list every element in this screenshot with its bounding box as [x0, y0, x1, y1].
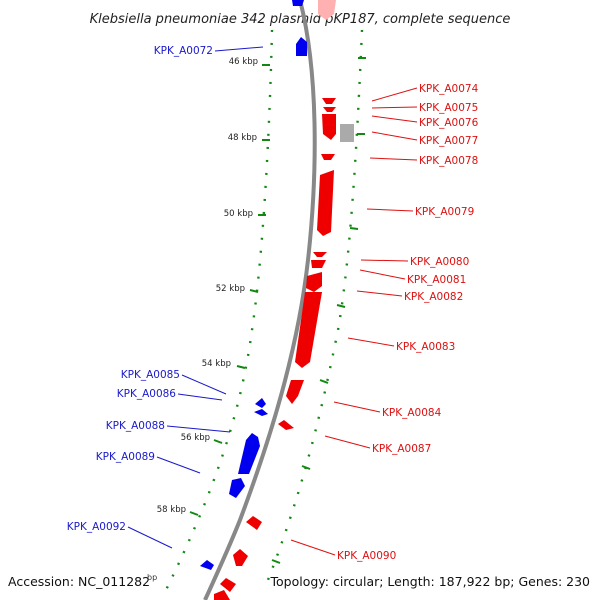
- forward-strand-genes: [200, 0, 307, 570]
- gene-kpk-a0085-glyph[interactable]: [255, 398, 266, 408]
- gene-label-kpk-a0076[interactable]: KPK_A0076: [419, 117, 479, 129]
- gene-label-kpk-a0088[interactable]: KPK_A0088: [106, 420, 165, 432]
- gene-red-low-3-glyph[interactable]: [214, 590, 230, 600]
- gene-red-low-2-glyph[interactable]: [220, 578, 236, 592]
- gene-kpk-a0083-glyph[interactable]: [295, 292, 322, 368]
- gene-kpk-a0089-glyph[interactable]: [229, 478, 245, 498]
- kbp-label-58: 58 kbp: [157, 505, 186, 515]
- gene-pink-top-glyph[interactable]: [318, 0, 336, 20]
- gene-label-kpk-a0087[interactable]: KPK_A0087: [372, 443, 431, 455]
- kbp-label-50: 50 kbp: [224, 209, 253, 219]
- gene-kpk-a0090-glyph[interactable]: [246, 516, 262, 530]
- gene-label-kpk-a0083[interactable]: KPK_A0083: [396, 341, 455, 353]
- gene-kpk-a0082-glyph[interactable]: [306, 272, 322, 292]
- gene-label-kpk-a0081[interactable]: KPK_A0081: [407, 274, 466, 286]
- reverse-strand-genes: [214, 0, 354, 600]
- kbp-label-52: 52 kbp: [216, 284, 245, 294]
- inner-tick-ring: [164, 29, 274, 591]
- bp-fragment-text: bp: [147, 573, 157, 582]
- outer-tick-ring: [262, 29, 364, 591]
- gene-kpk-a0076-glyph[interactable]: [322, 114, 336, 140]
- kbp-label-46: 46 kbp: [229, 57, 258, 67]
- kbp-label-48: 48 kbp: [228, 133, 257, 143]
- gene-kpk-a0077-glyph[interactable]: [340, 124, 354, 142]
- kbp-scale: 46 kbp 48 kbp 50 kbp 52 kbp 54 kbp 56 kb…: [157, 57, 270, 516]
- gene-label-kpk-a0074[interactable]: KPK_A0074: [419, 83, 479, 95]
- gene-kpk-a0074-glyph[interactable]: [322, 98, 336, 104]
- gene-label-kpk-a0072[interactable]: KPK_A0072: [154, 45, 213, 57]
- reverse-leader-lines: [290, 87, 418, 556]
- gene-kpk-a0088-glyph[interactable]: [238, 433, 260, 474]
- gene-blue-top-glyph[interactable]: [292, 0, 304, 6]
- gene-label-kpk-a0085[interactable]: KPK_A0085: [121, 369, 180, 381]
- gene-kpk-a0092-glyph[interactable]: [200, 560, 214, 570]
- gene-kpk-a0080-glyph[interactable]: [313, 252, 327, 257]
- topology-text: Topology: circular; Length: 187,922 bp; …: [270, 574, 591, 589]
- kbp-label-54: 54 kbp: [202, 359, 231, 369]
- gene-label-kpk-a0084[interactable]: KPK_A0084: [382, 407, 442, 419]
- gene-label-kpk-a0075[interactable]: KPK_A0075: [419, 102, 478, 114]
- accession-text: Accession: NC_011282: [8, 574, 150, 589]
- plasmid-backbone: [203, 0, 317, 600]
- gene-kpk-a0072-glyph[interactable]: [296, 37, 307, 56]
- gene-red-low-1-glyph[interactable]: [233, 549, 248, 566]
- gene-kpk-a0079-glyph[interactable]: [317, 170, 334, 236]
- gene-label-kpk-a0092[interactable]: KPK_A0092: [67, 521, 126, 533]
- forward-leader-lines: [127, 46, 264, 549]
- gene-label-kpk-a0078[interactable]: KPK_A0078: [419, 155, 478, 167]
- outer-ring-ticks: [271, 57, 366, 564]
- gene-label-kpk-a0079[interactable]: KPK_A0079: [415, 206, 474, 218]
- map-title: Klebsiella pneumoniae 342 plasmid pKP187…: [90, 12, 511, 27]
- gene-label-kpk-a0082[interactable]: KPK_A0082: [404, 291, 463, 303]
- gene-label-kpk-a0080[interactable]: KPK_A0080: [410, 256, 469, 268]
- gene-kpk-a0084-glyph[interactable]: [286, 380, 304, 404]
- gene-kpk-a0075-glyph[interactable]: [323, 107, 336, 112]
- gene-label-kpk-a0077[interactable]: KPK_A0077: [419, 135, 478, 147]
- gene-kpk-a0081-glyph[interactable]: [311, 260, 326, 268]
- gene-label-kpk-a0089[interactable]: KPK_A0089: [96, 451, 155, 463]
- gene-kpk-a0086-glyph[interactable]: [254, 409, 268, 416]
- kbp-label-56: 56 kbp: [181, 433, 210, 443]
- gene-label-kpk-a0086[interactable]: KPK_A0086: [117, 388, 177, 400]
- gene-kpk-a0087-glyph[interactable]: [278, 420, 294, 430]
- gene-kpk-a0078-glyph[interactable]: [321, 154, 335, 160]
- gene-label-kpk-a0090[interactable]: KPK_A0090: [337, 550, 396, 562]
